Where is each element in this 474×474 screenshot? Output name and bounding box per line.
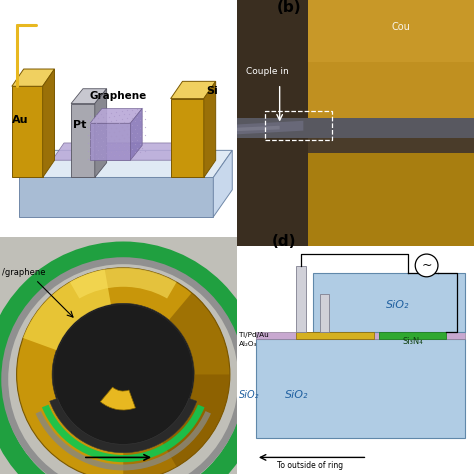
- Bar: [379, 332, 446, 339]
- Bar: [256, 332, 465, 339]
- Bar: [308, 0, 474, 62]
- Polygon shape: [237, 126, 280, 131]
- Polygon shape: [90, 109, 142, 123]
- Text: Cou: Cou: [391, 22, 410, 32]
- Wedge shape: [70, 268, 177, 299]
- Polygon shape: [213, 150, 232, 217]
- Text: (d): (d): [272, 235, 297, 249]
- Text: Au: Au: [12, 115, 28, 125]
- Wedge shape: [36, 411, 211, 470]
- Circle shape: [54, 304, 193, 445]
- Wedge shape: [23, 269, 111, 350]
- Wedge shape: [159, 293, 230, 467]
- Text: Graphene: Graphene: [90, 91, 147, 100]
- Bar: [313, 273, 465, 332]
- Text: SiO₂: SiO₂: [284, 390, 308, 400]
- Text: Al₂O₃: Al₂O₃: [239, 341, 258, 346]
- Polygon shape: [12, 86, 43, 177]
- Polygon shape: [204, 82, 216, 177]
- Circle shape: [415, 254, 438, 277]
- Polygon shape: [171, 82, 216, 99]
- Text: To outside of ring: To outside of ring: [277, 461, 344, 470]
- Circle shape: [17, 268, 230, 474]
- Bar: [308, 153, 474, 246]
- Polygon shape: [43, 69, 55, 177]
- Text: ~: ~: [421, 259, 432, 272]
- Bar: [256, 339, 465, 438]
- Text: /graphene: /graphene: [2, 268, 46, 277]
- Polygon shape: [71, 89, 107, 103]
- Polygon shape: [12, 69, 55, 86]
- Bar: [308, 0, 474, 118]
- Text: SiO₂: SiO₂: [386, 300, 410, 310]
- Polygon shape: [171, 99, 204, 177]
- Polygon shape: [90, 123, 130, 160]
- Polygon shape: [19, 177, 213, 217]
- Text: (b): (b): [277, 0, 301, 15]
- Wedge shape: [50, 398, 197, 453]
- Text: Couple in: Couple in: [246, 67, 289, 76]
- Wedge shape: [100, 387, 136, 410]
- Bar: [320, 294, 329, 332]
- Bar: [265, 111, 332, 140]
- Text: Si: Si: [206, 86, 218, 96]
- Polygon shape: [52, 143, 213, 160]
- Text: Si₃N₄: Si₃N₄: [402, 337, 423, 346]
- Polygon shape: [71, 103, 95, 177]
- Wedge shape: [42, 405, 205, 462]
- Wedge shape: [123, 374, 230, 474]
- Bar: [237, 0, 308, 246]
- Bar: [296, 332, 374, 339]
- Text: Ti/Pd/Au: Ti/Pd/Au: [239, 332, 269, 338]
- Polygon shape: [19, 150, 232, 177]
- Polygon shape: [237, 121, 303, 134]
- Text: Pt: Pt: [73, 120, 87, 130]
- Polygon shape: [130, 109, 142, 160]
- Text: SiO₂: SiO₂: [239, 390, 260, 400]
- Circle shape: [52, 303, 194, 446]
- Polygon shape: [95, 89, 107, 177]
- Bar: [296, 266, 306, 332]
- Bar: [237, 118, 474, 138]
